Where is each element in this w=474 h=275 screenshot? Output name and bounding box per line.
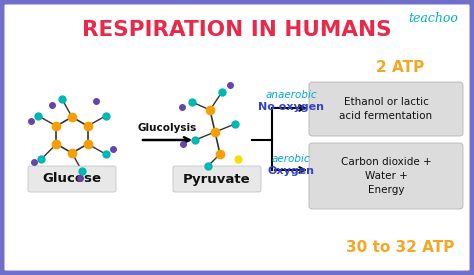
Text: teachoo: teachoo xyxy=(408,12,458,24)
Text: 2 ATP: 2 ATP xyxy=(376,60,424,76)
Text: aerobic: aerobic xyxy=(272,154,310,164)
Text: Glucolysis: Glucolysis xyxy=(137,123,197,133)
FancyBboxPatch shape xyxy=(309,82,463,136)
Text: RESPIRATION IN HUMANS: RESPIRATION IN HUMANS xyxy=(82,20,392,40)
Text: Ethanol or lactic
acid fermentation: Ethanol or lactic acid fermentation xyxy=(339,97,433,121)
Text: Oxygen: Oxygen xyxy=(267,166,315,176)
Text: Carbon dioxide +
Water +
Energy: Carbon dioxide + Water + Energy xyxy=(341,157,431,195)
FancyBboxPatch shape xyxy=(173,166,261,192)
FancyBboxPatch shape xyxy=(28,166,116,192)
Text: 30 to 32 ATP: 30 to 32 ATP xyxy=(346,241,454,255)
Text: No oxygen: No oxygen xyxy=(258,102,324,112)
FancyBboxPatch shape xyxy=(309,143,463,209)
Text: Glucose: Glucose xyxy=(43,172,101,186)
Text: Pyruvate: Pyruvate xyxy=(183,172,251,186)
Text: anaerobic: anaerobic xyxy=(265,90,317,100)
